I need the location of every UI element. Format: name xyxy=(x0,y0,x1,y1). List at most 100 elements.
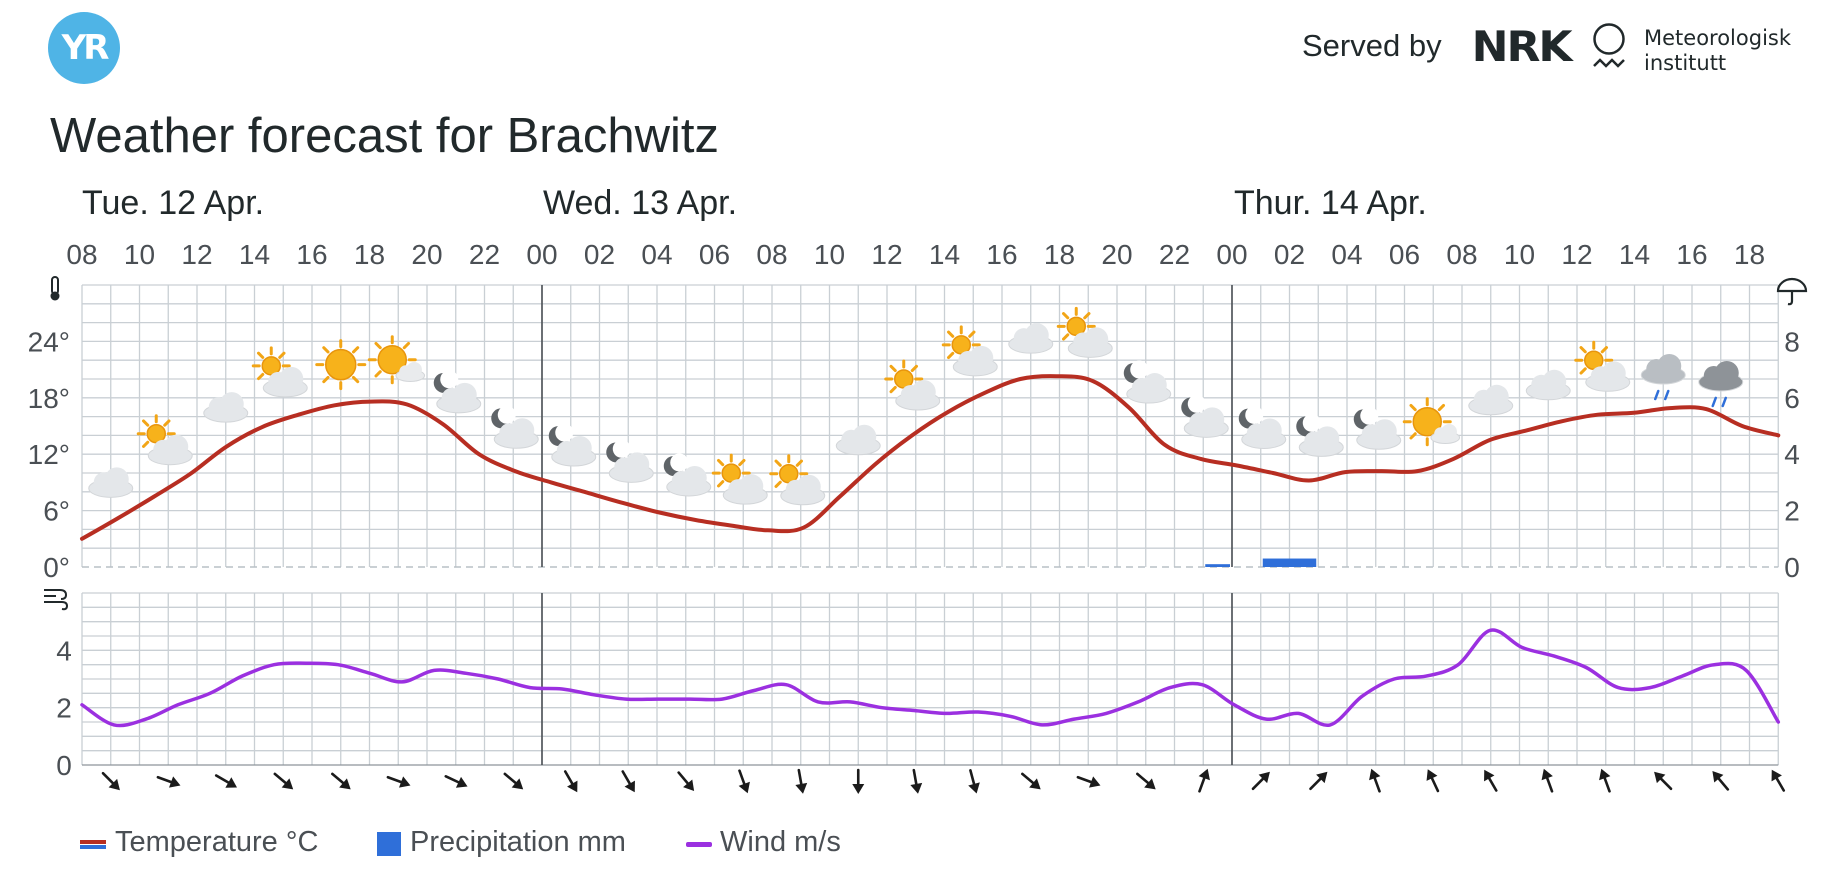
moon-mask xyxy=(1130,360,1149,379)
moon-mask xyxy=(1187,394,1206,413)
wind-direction-arrow xyxy=(444,775,468,788)
arrow-head xyxy=(1599,768,1611,781)
day-label: Tue. 12 Apr. xyxy=(82,184,264,222)
arrow-head xyxy=(1771,769,1782,782)
sun-ray xyxy=(717,480,725,488)
wind-tick-label: 0 xyxy=(56,750,72,781)
met-line2: institutt xyxy=(1644,51,1727,75)
legend-temperature: Temperature °C xyxy=(115,826,319,858)
sun-ray xyxy=(1437,403,1446,412)
sun-ray xyxy=(374,341,382,350)
wind-direction-arrow xyxy=(1771,769,1786,792)
wind-direction-arrow xyxy=(738,769,750,794)
cloudy-icon xyxy=(835,424,881,456)
series-lines xyxy=(80,374,1781,728)
sun-ray xyxy=(1409,432,1417,440)
sun-ray xyxy=(1083,312,1091,320)
moon-mask xyxy=(670,453,689,472)
arrow-head xyxy=(399,776,411,788)
met-institute-logo[interactable]: Meteorologisk institutt xyxy=(1644,26,1791,76)
hour-tick-label: 20 xyxy=(411,239,442,270)
cloud-part xyxy=(1024,323,1049,348)
moon-cloud-icon xyxy=(1123,360,1172,404)
partly-sunny-icon xyxy=(711,453,768,505)
wind-direction-arrow xyxy=(621,770,635,793)
cloud-part xyxy=(219,392,244,417)
precipitation-bar xyxy=(1205,564,1230,567)
arrow-head xyxy=(968,782,980,794)
hour-tick-label: 00 xyxy=(526,239,557,270)
sun-ray xyxy=(351,375,360,384)
wind-direction-arrow xyxy=(273,772,294,790)
rain-drop xyxy=(1654,389,1660,401)
weather-icons xyxy=(88,306,1744,506)
cloud-part xyxy=(852,424,877,449)
wind-direction-arrow xyxy=(1541,768,1554,793)
arrow-head xyxy=(567,780,578,793)
cloud-part xyxy=(1315,426,1340,451)
moon-cloud-icon xyxy=(663,453,712,497)
thermometer-icon xyxy=(50,276,60,301)
page-title: Weather forecast for Brachwitz xyxy=(50,109,720,163)
arrow-head xyxy=(108,778,120,791)
sun-ray xyxy=(142,419,150,427)
hour-tick-label: 22 xyxy=(469,239,500,270)
cloud-part xyxy=(567,436,592,461)
moon-mask xyxy=(497,405,516,424)
hour-tick-label: 04 xyxy=(1331,239,1362,270)
sun-ray xyxy=(968,330,976,338)
yr-logo[interactable]: YR xyxy=(48,12,120,84)
wind-direction-arrow xyxy=(1426,769,1440,793)
cloud-part xyxy=(739,474,764,499)
sun-ray xyxy=(717,458,725,467)
moon-mask xyxy=(555,423,574,442)
precipitation-tick-label: 8 xyxy=(1784,326,1800,357)
sun-ray xyxy=(889,385,897,394)
heavy-rain-icon xyxy=(1698,360,1744,408)
hour-tick-label: 06 xyxy=(699,239,730,270)
moon-mask xyxy=(1245,405,1264,424)
precipitation-tick-label: 6 xyxy=(1784,383,1800,414)
cloud-part xyxy=(104,467,129,492)
cloud-part xyxy=(796,474,821,499)
wind-direction-arrow xyxy=(1021,772,1041,790)
arrow-head xyxy=(1426,769,1438,781)
moon-cloud-icon xyxy=(1181,394,1229,438)
partly-sunny-icon xyxy=(251,346,308,398)
sun-ray xyxy=(774,459,782,467)
sun-ray xyxy=(322,375,330,384)
sun-ray xyxy=(889,364,897,373)
cloud-part xyxy=(682,465,707,490)
cloud-part xyxy=(279,366,304,391)
cloud-part xyxy=(1601,361,1626,386)
axis-icons xyxy=(44,276,1808,611)
temperature-tick-label: 24° xyxy=(28,326,70,357)
temperature-tick-label: 12° xyxy=(28,439,70,470)
hour-tick-label: 20 xyxy=(1101,239,1132,270)
sun-ray xyxy=(738,458,746,467)
sun-ray xyxy=(278,351,286,359)
sun-ray xyxy=(1600,346,1608,354)
partly-sunny-icon xyxy=(136,414,193,466)
wind-direction-arrow xyxy=(1369,768,1381,793)
hour-tick-label: 08 xyxy=(756,239,787,270)
cloud-part xyxy=(1142,373,1167,398)
temperature-tick-label: 0° xyxy=(43,552,70,583)
arrow-head xyxy=(1712,771,1724,783)
wind-direction-arrow xyxy=(503,772,524,790)
cloudy-icon xyxy=(203,392,249,423)
wind-direction-arrow xyxy=(795,768,808,794)
sun-ray xyxy=(795,459,803,467)
sun-ray xyxy=(351,346,360,354)
nrk-logo[interactable]: NRK xyxy=(1471,22,1573,71)
precipitation-bar xyxy=(1262,558,1317,567)
hour-tick-label: 14 xyxy=(239,239,270,270)
sun-ray xyxy=(163,419,171,427)
hour-tick-label: 18 xyxy=(1734,239,1765,270)
rain-drop xyxy=(1721,396,1727,408)
hour-tick-label: 06 xyxy=(1389,239,1420,270)
wind-direction-arrow xyxy=(1198,768,1210,793)
wind-direction-arrow xyxy=(386,775,411,788)
legend-temperature-swatch xyxy=(80,840,106,849)
arrow-head xyxy=(1484,769,1495,782)
